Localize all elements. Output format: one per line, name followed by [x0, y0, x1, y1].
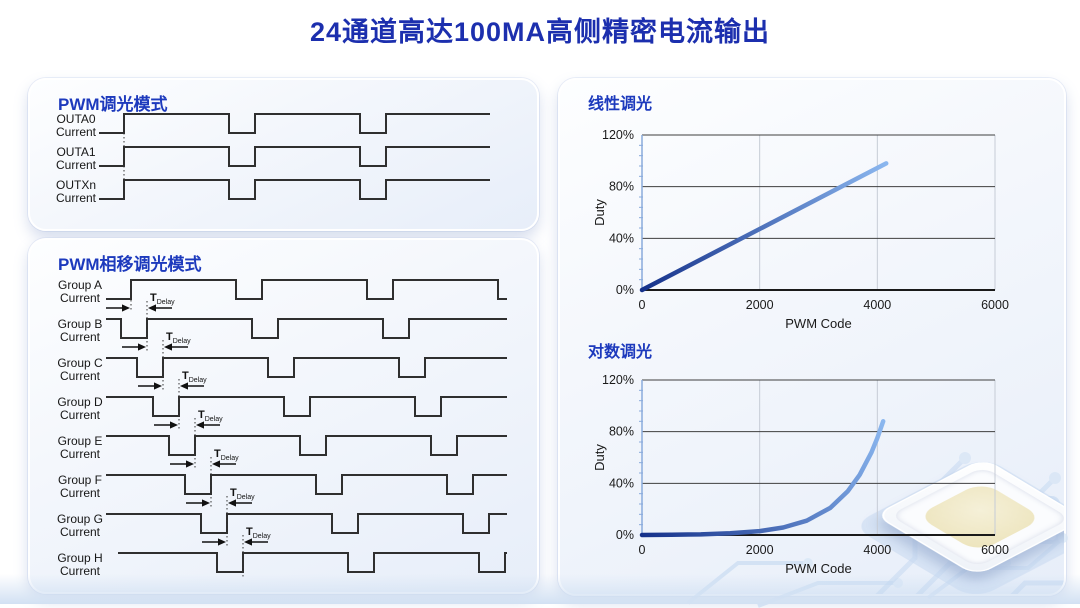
waveform-trace [106, 435, 507, 456]
waveform-row-label: Group G [57, 512, 103, 526]
y-axis-title: Duty [592, 199, 607, 226]
t-delay-label: TDelay [230, 487, 255, 501]
waveform-row-label: Current [60, 369, 101, 383]
log-dimming-title: 对数调光 [588, 344, 653, 361]
waveform-trace [99, 179, 490, 200]
phase-shift-dimming-panel: PWM相移调光模式 Group A Current Group B Current Gr… [28, 238, 539, 594]
phase-panel-title: PWM相移调光模式 [58, 255, 202, 274]
waveform-row-label: Current [56, 125, 97, 139]
waveform-row-label: Group F [58, 473, 102, 487]
waveform-row-label: Current [60, 291, 101, 305]
linear-dimming-chart: 0% 40% 80% 120% 0 2000 4000 6000 Duty PWM Code [592, 128, 1009, 331]
t-delay-label: TDelay [198, 409, 223, 423]
waveform-row-label: Current [60, 408, 101, 422]
waveform-row-label: OUTXn [56, 178, 96, 192]
waveform-row-label: Group H [57, 551, 102, 565]
svg-text:0%: 0% [616, 528, 634, 542]
dimming-curves-panel: 线性调光 0% 40% 80% 120% 0 2000 4000 6000 Duty PWM Co… [558, 78, 1066, 596]
waveform-trace [106, 318, 507, 339]
svg-text:0%: 0% [616, 283, 634, 297]
waveform-trace [118, 552, 507, 573]
svg-text:80%: 80% [609, 425, 634, 439]
t-delay-label: TDelay [150, 292, 175, 306]
dimming-curve [639, 161, 889, 293]
svg-text:0: 0 [639, 543, 646, 557]
waveform-row-label: Group A [58, 278, 102, 292]
waveform-trace [106, 279, 507, 300]
waveform-row-label: Group C [57, 356, 103, 370]
svg-text:120%: 120% [602, 373, 634, 387]
svg-text:6000: 6000 [981, 543, 1009, 557]
waveform-trace [106, 357, 507, 378]
svg-text:4000: 4000 [863, 298, 891, 312]
waveform-row-label: Current [60, 486, 101, 500]
dimming-curve [639, 419, 886, 538]
t-delay-label: TDelay [214, 448, 239, 462]
waveform-row-label: OUTA1 [56, 145, 95, 159]
svg-text:120%: 120% [602, 128, 634, 142]
pwm-panel-title: PWM调光模式 [58, 95, 168, 114]
page-title: 24通道高达100MA高侧精密电流输出 [309, 17, 771, 47]
waveform-row-label: Current [60, 330, 101, 344]
svg-text:2000: 2000 [746, 298, 774, 312]
waveform-trace [99, 146, 490, 167]
waveform-row-label: Group B [58, 317, 103, 331]
waveform-row-label: Current [60, 525, 101, 539]
waveform-trace [99, 113, 490, 134]
waveform-row-label: Current [60, 447, 101, 461]
x-axis-title: PWM Code [785, 316, 851, 331]
waveform-trace [106, 396, 507, 417]
waveform-trace [106, 474, 507, 495]
svg-text:2000: 2000 [746, 543, 774, 557]
svg-text:40%: 40% [609, 476, 634, 490]
linear-dimming-title: 线性调光 [588, 96, 653, 113]
svg-text:80%: 80% [609, 180, 634, 194]
svg-text:40%: 40% [609, 231, 634, 245]
t-delay-label: TDelay [246, 526, 271, 540]
waveform-row-label: Group E [58, 434, 103, 448]
svg-text:6000: 6000 [981, 298, 1009, 312]
pwm-dimming-panel: PWM调光模式 OUTA0 Current OUTA1 Current OUTXn Cur… [28, 78, 539, 231]
y-axis-title: Duty [592, 444, 607, 471]
logarithmic-dimming-chart: 0% 40% 80% 120% 0 2000 4000 6000 Duty PWM Code [592, 373, 1009, 576]
waveform-row-label: Group D [57, 395, 103, 409]
t-delay-label: TDelay [166, 331, 191, 345]
t-delay-label: TDelay [182, 370, 207, 384]
bottom-gradient-band [0, 574, 1080, 604]
waveform-row-label: OUTA0 [56, 112, 95, 126]
waveform-row-label: Current [56, 191, 97, 205]
waveform-trace [106, 513, 507, 534]
svg-text:4000: 4000 [863, 543, 891, 557]
x-axis-title: PWM Code [785, 561, 851, 576]
svg-text:0: 0 [639, 298, 646, 312]
waveform-row-label: Current [56, 158, 97, 172]
